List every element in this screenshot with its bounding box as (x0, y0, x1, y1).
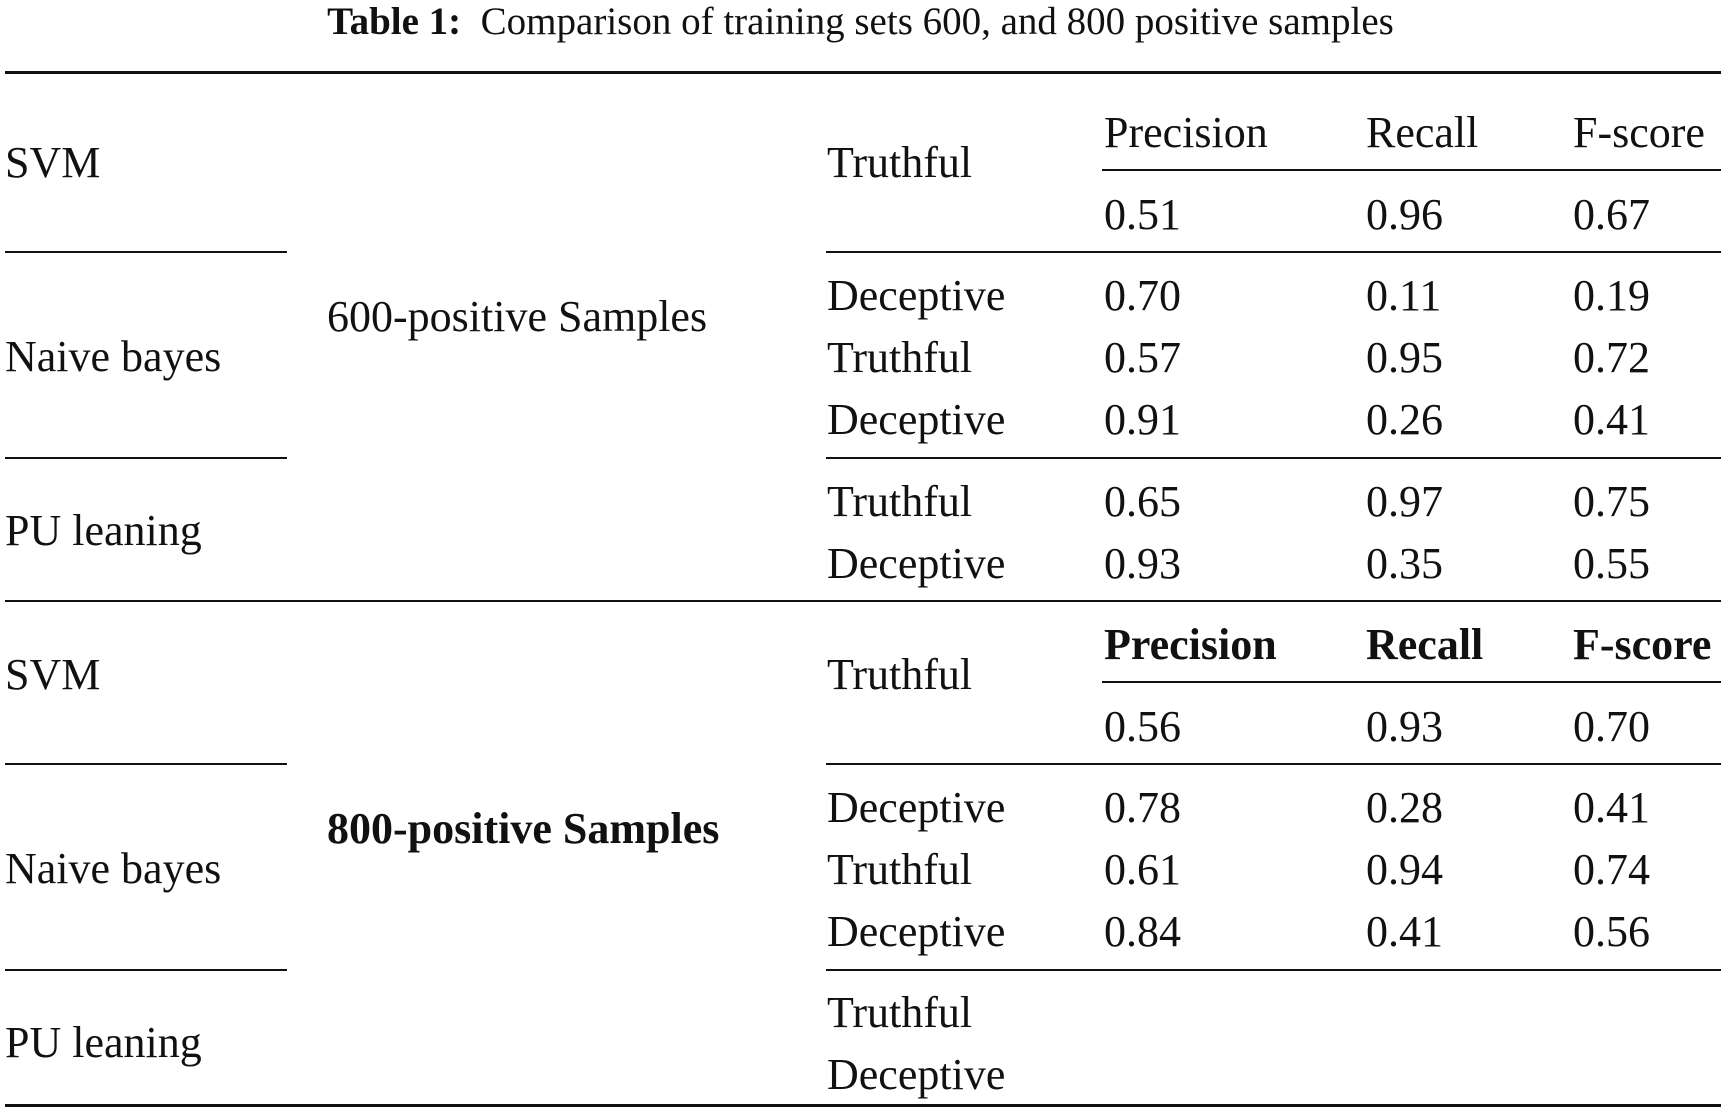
table-caption: Table 1: Comparison of training sets 600… (0, 2, 1721, 41)
model-nb-600: Naive bayes (5, 332, 222, 381)
recall-value: 0.96 (1366, 190, 1443, 239)
top-rule (5, 71, 1721, 74)
precision-value: 0.57 (1104, 333, 1181, 382)
recall-value: 0.94 (1366, 845, 1443, 894)
group-label-800: 800-positive Samples (327, 804, 720, 853)
precision-value: 0.70 (1104, 271, 1181, 320)
header-precision-800: Precision (1104, 620, 1277, 669)
class-label: Truthful (827, 988, 973, 1037)
class-label: Deceptive (827, 783, 1006, 832)
recall-value: 0.97 (1366, 477, 1443, 526)
fscore-value: 0.41 (1573, 395, 1650, 444)
model-svm-800: SVM (5, 650, 101, 699)
header-fscore-800: F-score (1573, 620, 1712, 669)
recall-value: 0.93 (1366, 702, 1443, 751)
nb-rule-800-left (5, 969, 287, 971)
mid-rule (5, 600, 1721, 602)
class-label: Truthful (827, 477, 973, 526)
precision-value: 0.56 (1104, 702, 1181, 751)
class-label: Deceptive (827, 271, 1006, 320)
precision-value: 0.61 (1104, 845, 1181, 894)
fscore-value: 0.74 (1573, 845, 1650, 894)
precision-value: 0.84 (1104, 907, 1181, 956)
header-fscore-600: F-score (1573, 108, 1705, 157)
recall-value: 0.95 (1366, 333, 1443, 382)
nb-rule-600-right (826, 457, 1721, 459)
recall-value: 0.26 (1366, 395, 1443, 444)
bottom-rule (5, 1104, 1721, 1107)
header-precision-600: Precision (1104, 108, 1268, 157)
svm-rule-600-right (826, 251, 1721, 253)
class-label: Truthful (827, 845, 973, 894)
header-rule-800 (1102, 681, 1721, 683)
model-svm-600: SVM (5, 138, 101, 187)
fscore-value: 0.75 (1573, 477, 1650, 526)
recall-value: 0.11 (1366, 271, 1442, 320)
svm-rule-600-left (5, 251, 287, 253)
fscore-value: 0.55 (1573, 539, 1650, 588)
model-nb-800: Naive bayes (5, 844, 222, 893)
class-label: Truthful (827, 138, 973, 187)
nb-rule-600-left (5, 457, 287, 459)
fscore-value: 0.70 (1573, 702, 1650, 751)
precision-value: 0.51 (1104, 190, 1181, 239)
recall-value: 0.35 (1366, 539, 1443, 588)
precision-value: 0.93 (1104, 539, 1181, 588)
caption-label: Table 1: (327, 0, 462, 43)
header-rule-600 (1102, 169, 1721, 171)
svm-rule-800-left (5, 763, 287, 765)
recall-value: 0.41 (1366, 907, 1443, 956)
class-label: Deceptive (827, 539, 1006, 588)
class-label: Deceptive (827, 395, 1006, 444)
group-label-600: 600-positive Samples (327, 292, 708, 341)
class-label: Truthful (827, 650, 973, 699)
nb-rule-800-right (826, 969, 1721, 971)
precision-value: 0.91 (1104, 395, 1181, 444)
header-recall-800: Recall (1366, 620, 1484, 669)
fscore-value: 0.19 (1573, 271, 1650, 320)
recall-value: 0.28 (1366, 783, 1443, 832)
svm-rule-800-right (826, 763, 1721, 765)
fscore-value: 0.72 (1573, 333, 1650, 382)
class-label: Deceptive (827, 907, 1006, 956)
header-recall-600: Recall (1366, 108, 1479, 157)
model-pu-600: PU leaning (5, 506, 202, 555)
fscore-value: 0.56 (1573, 907, 1650, 956)
class-label: Deceptive (827, 1050, 1006, 1099)
class-label: Truthful (827, 333, 973, 382)
caption-text: Comparison of training sets 600, and 800… (480, 0, 1394, 43)
fscore-value: 0.67 (1573, 190, 1650, 239)
model-pu-800: PU leaning (5, 1018, 202, 1067)
fscore-value: 0.41 (1573, 783, 1650, 832)
precision-value: 0.78 (1104, 783, 1181, 832)
precision-value: 0.65 (1104, 477, 1181, 526)
